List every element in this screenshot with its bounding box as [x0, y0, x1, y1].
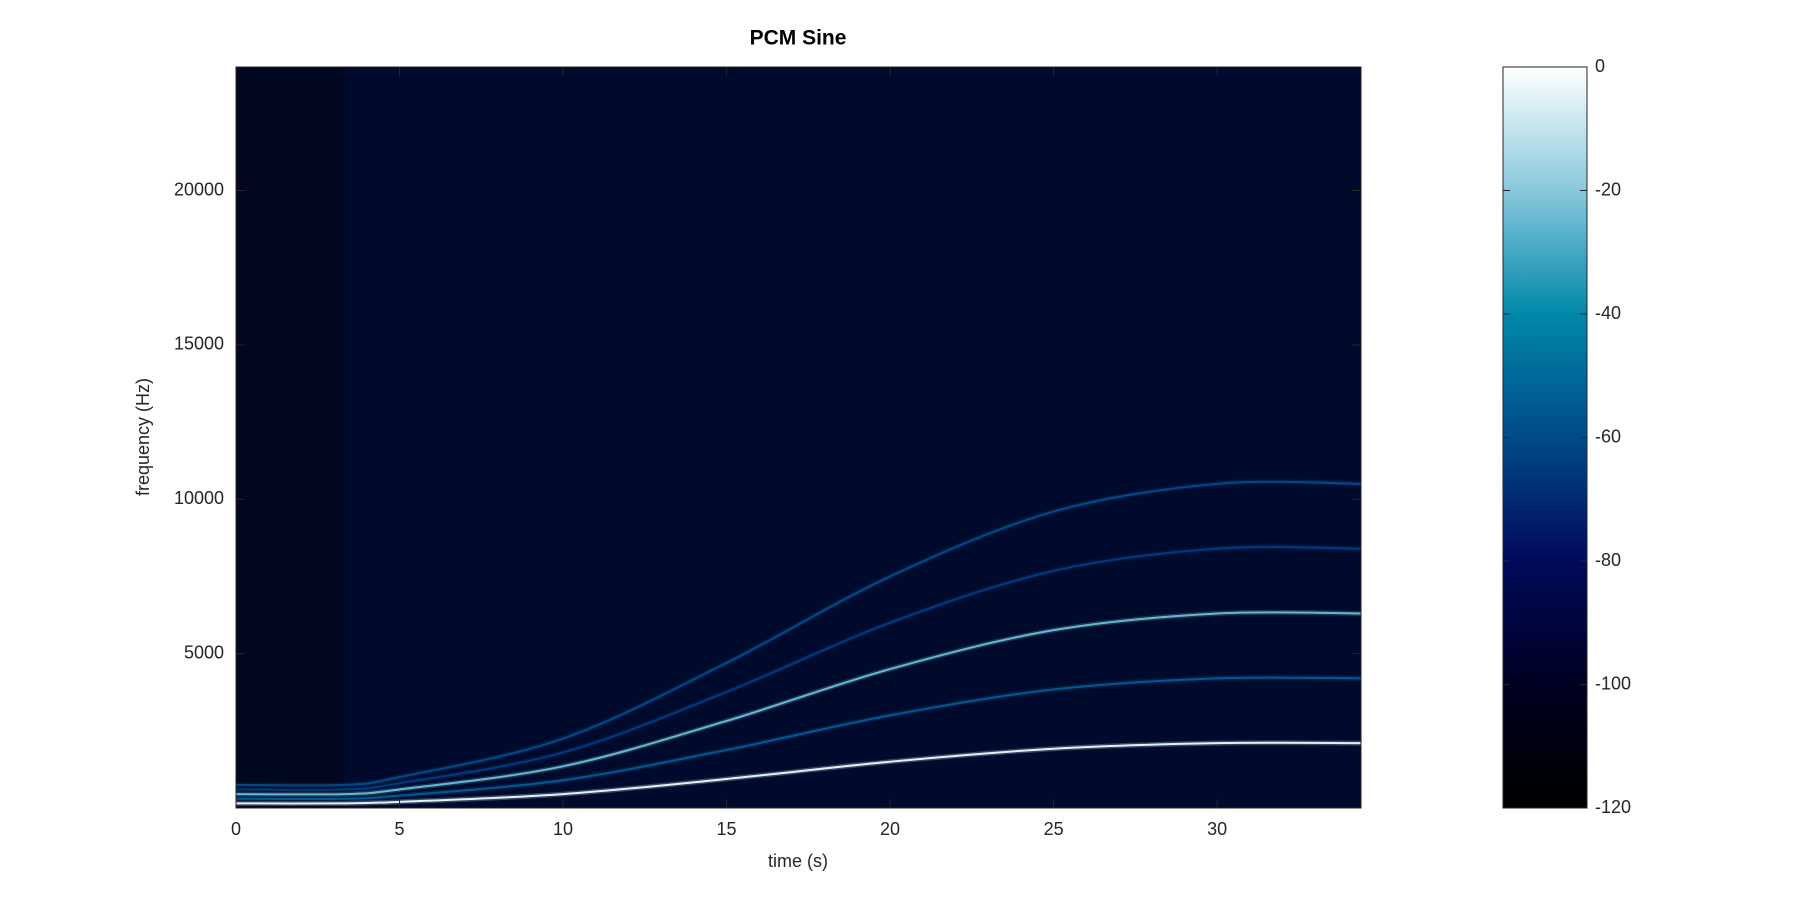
harmonic-track — [236, 611, 1361, 796]
plot-shade — [236, 67, 344, 808]
x-tick-label: 20 — [880, 819, 900, 839]
x-axis-label: time (s) — [768, 851, 828, 871]
harmonic-track — [236, 676, 1361, 800]
y-tick-label: 15000 — [174, 334, 224, 354]
harmonic-track — [236, 546, 1361, 791]
chart-title: PCM Sine — [750, 27, 847, 50]
y-tick-label: 5000 — [184, 642, 224, 662]
colorbar-tick-label: -120 — [1595, 797, 1631, 817]
harmonic-track — [236, 741, 1361, 805]
colorbar-tick-label: -60 — [1595, 426, 1621, 446]
colorbar-tick-label: 0 — [1595, 56, 1605, 76]
x-tick-label: 5 — [395, 819, 405, 839]
x-tick-label: 15 — [717, 819, 737, 839]
x-tick-label: 30 — [1207, 819, 1227, 839]
colorbar-tick-label: -80 — [1595, 550, 1621, 570]
spectrogram-tracks — [236, 479, 1361, 806]
colorbar-tick-label: -20 — [1595, 179, 1621, 199]
y-tick-label: 10000 — [174, 488, 224, 508]
colorbar — [1502, 66, 1588, 809]
x-tick-label: 0 — [231, 819, 241, 839]
x-tick-label: 10 — [553, 819, 573, 839]
x-tick-label: 25 — [1044, 819, 1064, 839]
y-axis-label: frequency (Hz) — [133, 378, 153, 496]
y-tick-label: 20000 — [174, 179, 224, 199]
colorbar-tick-label: -40 — [1595, 303, 1621, 323]
harmonic-track — [236, 480, 1361, 787]
plot-background — [236, 67, 1361, 808]
plot-frame — [235, 66, 1362, 809]
colorbar-tick-label: -100 — [1595, 673, 1631, 693]
